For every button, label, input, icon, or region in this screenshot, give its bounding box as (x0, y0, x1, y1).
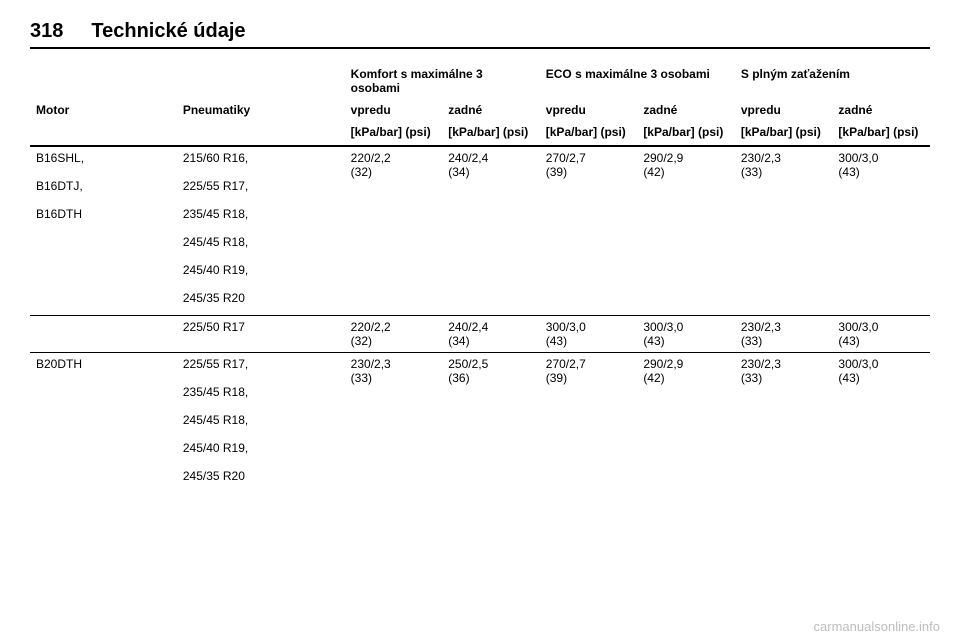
value-cell: 230/2,3(33) (345, 353, 443, 494)
col-rear-1: zadné (442, 97, 540, 121)
value-cell: 290/2,9(42) (637, 353, 735, 494)
motor-cell-empty (30, 465, 177, 493)
value-cell: 270/2,7(39) (540, 146, 638, 316)
table-row: B20DTH225/55 R17,230/2,3(33)250/2,5(36)2… (30, 353, 930, 382)
col-front-3: vpredu (735, 97, 833, 121)
value-cell: 300/3,0(43) (540, 316, 638, 353)
col-motor: Motor (30, 97, 177, 121)
value-cell: 250/2,5(36) (442, 353, 540, 494)
value-cell: 270/2,7(39) (540, 353, 638, 494)
unit-2: [kPa/bar] (psi) (442, 121, 540, 146)
value-cell: 300/3,0(43) (832, 316, 930, 353)
tyre-cell: 245/35 R20 (177, 465, 345, 493)
value-cell: 220/2,2(32) (345, 316, 443, 353)
unit-1: [kPa/bar] (psi) (345, 121, 443, 146)
tyre-cell: 235/45 R18, (177, 203, 345, 231)
group-comfort: Komfort s maximálne 3 osobami (345, 63, 540, 97)
unit-4: [kPa/bar] (psi) (637, 121, 735, 146)
col-header-row: Motor Pneumatiky vpredu zadné vpredu zad… (30, 97, 930, 121)
value-cell: 220/2,2(32) (345, 146, 443, 316)
value-cell: 300/3,0(43) (832, 146, 930, 316)
value-cell: 240/2,4(34) (442, 146, 540, 316)
value-cell: 240/2,4(34) (442, 316, 540, 353)
tyre-cell: 245/45 R18, (177, 409, 345, 437)
table-row: 225/50 R17220/2,2(32)240/2,4(34)300/3,0(… (30, 316, 930, 353)
tyre-cell: 245/40 R19, (177, 437, 345, 465)
value-cell: 230/2,3(33) (735, 316, 833, 353)
motor-cell: B16SHL, (30, 146, 177, 175)
tyre-cell: 215/60 R16, (177, 146, 345, 175)
value-cell: 230/2,3(33) (735, 353, 833, 494)
tyre-cell: 225/55 R17, (177, 353, 345, 382)
group-full: S plným zaťažením (735, 63, 930, 97)
value-cell: 290/2,9(42) (637, 146, 735, 316)
tyre-cell: 235/45 R18, (177, 381, 345, 409)
motor-cell: B16DTJ, (30, 175, 177, 203)
tyre-cell: 245/45 R18, (177, 231, 345, 259)
col-tyres: Pneumatiky (177, 97, 345, 121)
motor-cell-empty (30, 437, 177, 465)
tyre-cell: 245/35 R20 (177, 287, 345, 316)
value-cell: 230/2,3(33) (735, 146, 833, 316)
page-header: 318 Technické údaje (30, 20, 930, 49)
motor-cell-empty (30, 316, 177, 353)
group-header-row: Komfort s maximálne 3 osobami ECO s maxi… (30, 63, 930, 97)
group-eco: ECO s maximálne 3 osobami (540, 63, 735, 97)
col-front-2: vpredu (540, 97, 638, 121)
motor-cell-empty (30, 409, 177, 437)
watermark: carmanualsonline.info (814, 619, 940, 634)
unit-6: [kPa/bar] (psi) (832, 121, 930, 146)
value-cell: 300/3,0(43) (832, 353, 930, 494)
unit-5: [kPa/bar] (psi) (735, 121, 833, 146)
motor-cell: B20DTH (30, 353, 177, 382)
table-row: B16SHL,215/60 R16,220/2,2(32)240/2,4(34)… (30, 146, 930, 175)
motor-cell-empty (30, 231, 177, 259)
motor-cell-empty (30, 259, 177, 287)
value-cell: 300/3,0(43) (637, 316, 735, 353)
pressure-table: Komfort s maximálne 3 osobami ECO s maxi… (30, 63, 930, 493)
col-rear-2: zadné (637, 97, 735, 121)
motor-cell-empty (30, 287, 177, 316)
col-front-1: vpredu (345, 97, 443, 121)
tyre-cell: 225/50 R17 (177, 316, 345, 353)
page-number: 318 (30, 20, 63, 43)
tyre-cell: 245/40 R19, (177, 259, 345, 287)
tyre-cell: 225/55 R17, (177, 175, 345, 203)
unit-3: [kPa/bar] (psi) (540, 121, 638, 146)
col-rear-3: zadné (832, 97, 930, 121)
page-title: Technické údaje (91, 20, 245, 43)
motor-cell-empty (30, 381, 177, 409)
motor-cell: B16DTH (30, 203, 177, 231)
unit-row: [kPa/bar] (psi) [kPa/bar] (psi) [kPa/bar… (30, 121, 930, 146)
